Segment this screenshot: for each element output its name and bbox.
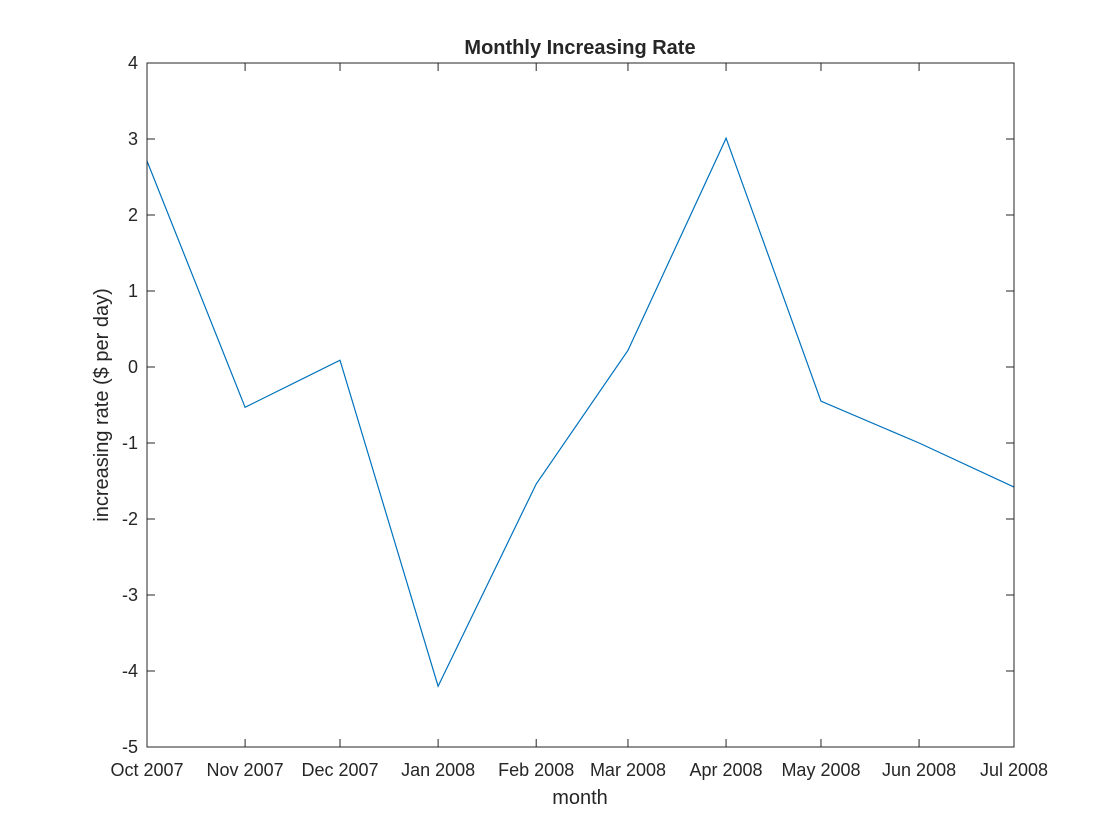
series-line	[146, 136, 1015, 688]
x-tick-label: Jul 2008	[980, 760, 1048, 780]
y-axis-label: increasing rate ($ per day)	[91, 288, 113, 521]
x-tick-label: Nov 2007	[207, 760, 284, 780]
y-tick-label: 4	[128, 53, 138, 73]
x-tick-label: Feb 2008	[498, 760, 574, 780]
y-tick-label: -2	[122, 509, 138, 529]
y-tick-label: 3	[128, 129, 138, 149]
y-tick-label: -5	[122, 737, 138, 757]
y-tick-label: 1	[128, 281, 138, 301]
x-tick-label: May 2008	[781, 760, 860, 780]
x-tick-label: Oct 2007	[110, 760, 183, 780]
y-tick-label: 0	[128, 357, 138, 377]
x-tick-label: Jan 2008	[401, 760, 475, 780]
x-axis-label: month	[552, 787, 608, 809]
y-tick-label: 2	[128, 205, 138, 225]
x-tick-label: Mar 2008	[590, 760, 666, 780]
chart-title: Monthly Increasing Rate	[464, 37, 695, 59]
x-tick-label: Jun 2008	[882, 760, 956, 780]
y-tick-label: -4	[122, 661, 138, 681]
plot-area	[147, 63, 1014, 747]
y-tick-labels: -5 -4 -3 -2 -1 0 1 2 3 4	[122, 53, 138, 757]
axes-box	[146, 62, 1015, 748]
x-tick-label: Dec 2007	[301, 760, 378, 780]
x-tick-labels: Oct 2007 Nov 2007 Dec 2007 Jan 2008 Feb 2008…	[110, 760, 1048, 780]
y-tick-label: -3	[122, 585, 138, 605]
x-tick-label: Apr 2008	[690, 760, 763, 780]
y-tick-label: -1	[122, 433, 138, 453]
